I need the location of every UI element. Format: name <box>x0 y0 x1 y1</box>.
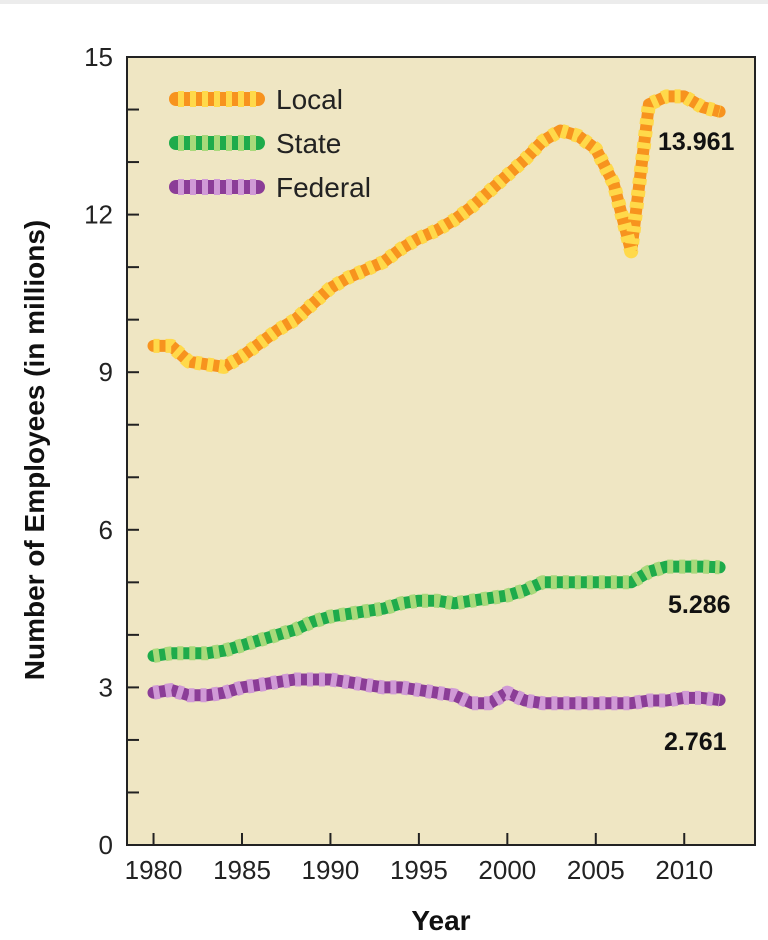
x-tick-label: 2010 <box>655 855 713 885</box>
y-tick-label: 3 <box>99 672 113 702</box>
y-axis-title: Number of Employees (in millions) <box>19 220 50 681</box>
legend: Local State Federal <box>169 84 371 203</box>
y-tick-label: 0 <box>99 830 113 860</box>
x-tick-label: 1985 <box>213 855 271 885</box>
minor-ticks <box>127 108 139 794</box>
y-tick-label: 9 <box>99 357 113 387</box>
federal-end-label: 2.761 <box>664 728 727 756</box>
x-axis-title: Year <box>411 905 470 936</box>
local-end-label: 13.961 <box>658 128 735 156</box>
x-axis-ticks: 1980 1985 1990 1995 2000 2005 2010 <box>125 833 713 885</box>
state-legend-label: State <box>276 128 341 159</box>
end-value-labels: 13.961 5.286 2.761 <box>658 128 735 756</box>
y-tick-label: 6 <box>99 515 113 545</box>
y-tick-label: 15 <box>84 42 113 72</box>
series-lines <box>147 89 726 711</box>
y-tick-label: 12 <box>84 200 113 230</box>
x-tick-label: 2005 <box>567 855 625 885</box>
top-strip <box>0 0 768 4</box>
plot-area <box>126 56 756 846</box>
local-series-dash <box>153 89 722 374</box>
y-axis-ticks: 0 3 6 9 12 15 <box>84 42 139 860</box>
x-tick-label: 1995 <box>390 855 448 885</box>
x-tick-label: 1990 <box>302 855 360 885</box>
local-legend-label: Local <box>276 84 343 115</box>
state-series-dash <box>152 559 720 663</box>
federal-legend-label: Federal <box>276 172 371 203</box>
state-end-label: 5.286 <box>668 591 731 619</box>
federal-series-dash <box>152 672 721 711</box>
x-tick-label: 1980 <box>125 855 183 885</box>
x-tick-label: 2000 <box>478 855 536 885</box>
